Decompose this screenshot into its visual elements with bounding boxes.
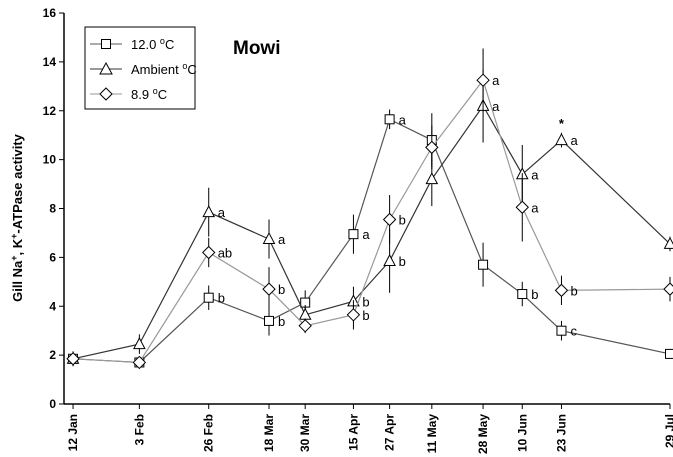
triangle-marker — [383, 253, 396, 267]
x-tick-label: 28 May — [476, 414, 490, 454]
square-marker — [478, 259, 489, 270]
triangle-marker — [133, 337, 146, 350]
diamond-marker — [515, 200, 529, 214]
significance-label: b — [399, 212, 406, 227]
triangle-marker — [262, 231, 276, 245]
significance-label: b — [399, 254, 406, 269]
diamond-marker — [202, 245, 216, 260]
x-tick-label: 15 Apr — [346, 414, 360, 451]
y-tick-label: 10 — [43, 153, 57, 167]
series-line — [73, 118, 671, 364]
triangle-marker — [555, 132, 568, 146]
x-tick-label: 29 Jul — [663, 414, 673, 448]
significance-label: a — [492, 99, 500, 114]
triangle-marker — [202, 205, 216, 218]
y-tick-label: 12 — [43, 104, 57, 118]
y-tick-label: 0 — [49, 397, 56, 411]
chart-title: Mowi — [233, 38, 281, 59]
significance-label: b — [570, 283, 577, 298]
significance-label: ab — [218, 245, 232, 260]
y-label-part: , K — [10, 238, 25, 255]
y-label-part: Gill Na — [10, 260, 25, 302]
y-tick-label: 6 — [49, 250, 56, 264]
series-line — [72, 104, 671, 360]
y-label-sup: + — [9, 234, 19, 239]
diamond-marker — [476, 73, 490, 87]
legend-entry-8-9c: 8.9 oC — [90, 86, 167, 102]
significance-label: a — [531, 200, 539, 215]
square-marker — [517, 289, 528, 300]
significance-label: a — [218, 205, 226, 220]
significance-label: b — [218, 291, 225, 306]
x-tick-label: 26 Feb — [202, 414, 216, 452]
significance-label: a — [362, 227, 370, 242]
y-tick-label: 14 — [43, 55, 57, 69]
series-1 — [66, 69, 673, 367]
series-2 — [66, 48, 673, 370]
significance-label: b — [362, 308, 369, 323]
legend: 12.0 oC Ambient oC 8.9 oC — [84, 26, 197, 110]
legend-label-8-9c: 8.9 oC — [131, 86, 167, 102]
significance-label: b — [278, 314, 285, 329]
series-0 — [68, 109, 673, 368]
diamond-marker — [298, 319, 312, 333]
diamond-marker — [382, 212, 397, 227]
legend-entry-12c: 12.0 oC — [90, 36, 174, 52]
legend-label-12c: 12.0 oC — [131, 36, 174, 52]
significance-label: c — [570, 324, 577, 339]
diamond-marker — [66, 352, 80, 366]
square-marker — [203, 292, 214, 303]
square-marker — [665, 348, 673, 359]
significance-label: a — [531, 167, 539, 182]
y-axis-label: Gill Na+, K+-ATPase activity — [9, 133, 25, 302]
square-marker — [556, 325, 567, 336]
significance-label: a — [492, 73, 500, 88]
y-tick-label: 8 — [49, 202, 56, 216]
square-marker — [348, 229, 359, 240]
triangle-marker — [425, 172, 439, 185]
diamond-marker — [346, 308, 361, 322]
x-tick-label: 30 Mar — [298, 414, 312, 452]
diamond-marker-icon — [99, 87, 113, 101]
series-layer — [66, 48, 673, 370]
x-tick-label: 18 Mar — [262, 414, 276, 452]
x-tick-label: 23 Jun — [554, 414, 568, 452]
significance-label: b — [278, 282, 285, 297]
square-marker — [264, 315, 275, 326]
significance-label: a — [278, 232, 286, 247]
diamond-marker — [425, 140, 439, 155]
labels-layer: bbaabccaabbaaaaabbbbaabb* — [218, 73, 579, 339]
series-line — [73, 78, 671, 364]
y-tick-label: 16 — [43, 6, 57, 20]
y-label-sup: + — [9, 255, 19, 260]
y-label-part: -ATPase activity — [10, 133, 25, 233]
x-tick-label: 3 Feb — [132, 414, 146, 445]
x-tick-label: 12 Jan — [66, 414, 80, 451]
y-tick-label: 4 — [49, 299, 56, 313]
square-marker-icon — [101, 39, 111, 49]
legend-entry-ambient: Ambient oC — [90, 61, 197, 77]
diamond-marker — [663, 282, 673, 296]
axes: 0 2 4 6 8 10 12 14 16 12 Jan 3 Feb 26 Feb 18 Mar 30 M… — [43, 6, 673, 454]
y-tick-label: 2 — [49, 348, 56, 362]
significance-label: b — [362, 294, 369, 309]
diamond-marker — [554, 283, 569, 298]
diamond-marker — [132, 355, 147, 370]
legend-label-ambient: Ambient oC — [131, 61, 197, 77]
triangle-marker-icon — [99, 61, 113, 75]
diamond-marker — [262, 282, 276, 296]
annotation-asterisk: * — [559, 116, 565, 131]
square-marker — [384, 114, 395, 125]
significance-label: a — [399, 112, 407, 127]
significance-label: b — [531, 287, 538, 302]
x-tick-label: 27 Apr — [383, 414, 397, 451]
significance-label: a — [570, 133, 578, 148]
x-tick-label: 10 Jun — [515, 414, 529, 452]
x-tick-label: 11 May — [425, 414, 439, 454]
